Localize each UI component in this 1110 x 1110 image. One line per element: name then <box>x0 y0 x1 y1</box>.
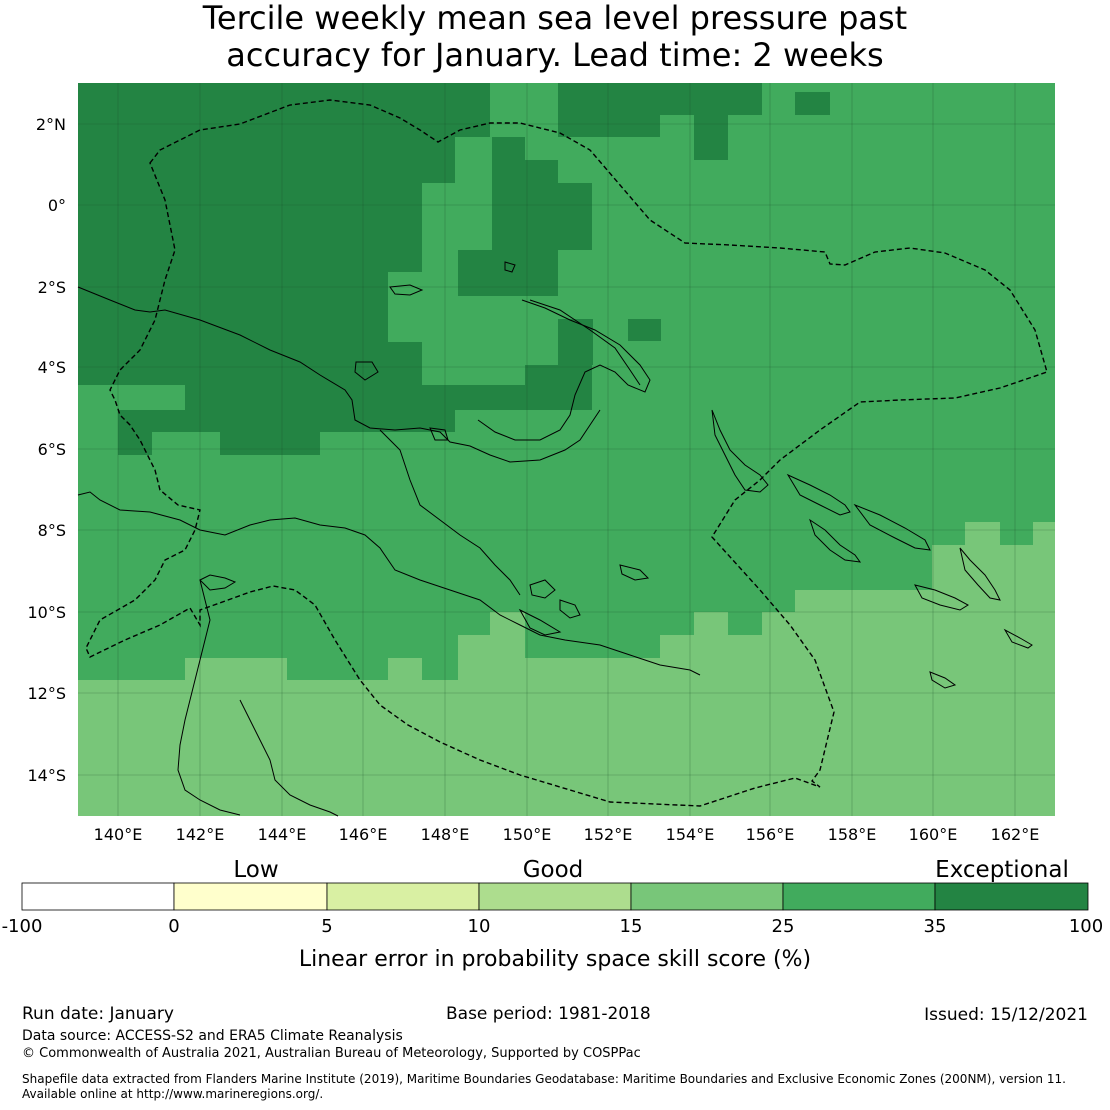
colorbar-tick-5: 5 <box>321 916 332 937</box>
shapefile-citation-2: Available online at http://www.marinereg… <box>22 1087 324 1101</box>
lon-tick-144e: 144°E <box>258 825 307 844</box>
lat-tick-6s: 6°S <box>38 440 66 459</box>
colorbar-tick-15: 15 <box>620 916 643 937</box>
lat-tick-8s: 8°S <box>38 521 66 540</box>
new-guinea-east-peninsula <box>379 429 521 596</box>
colorbar-category-low: Low <box>233 857 278 883</box>
manus <box>389 284 424 296</box>
colorbar-segment-5 <box>630 882 784 911</box>
colorbar-segment-1 <box>21 882 175 911</box>
good-mid-region-south <box>78 522 1055 816</box>
lon-tick-140e: 140°E <box>94 825 143 844</box>
coastlines <box>77 261 1033 817</box>
colorbar-tick-minus-100: -100 <box>2 916 43 937</box>
lat-tick-4s: 4°S <box>38 358 66 377</box>
shapefile-citation-1: Shapefile data extracted from Flanders M… <box>22 1072 1066 1086</box>
colorbar-tick-10: 10 <box>468 916 491 937</box>
title-line-1: Tercile weekly mean sea level pressure p… <box>202 0 908 37</box>
colorbar-tick-100: 100 <box>1069 916 1103 937</box>
lat-tick-12s: 12°S <box>27 684 66 703</box>
lat-tick-14s: 14°S <box>27 766 66 785</box>
base-period: Base period: 1981-2018 <box>446 1004 651 1024</box>
umboi <box>354 361 379 381</box>
lon-tick-154e: 154°E <box>666 825 715 844</box>
lon-tick-158e: 158°E <box>828 825 877 844</box>
new-hanover <box>504 261 516 273</box>
exceptional-cell-small <box>628 319 661 341</box>
exceptional-region-nw <box>78 83 592 455</box>
lon-tick-146e: 146°E <box>339 825 388 844</box>
islands-east-tip <box>559 599 581 619</box>
copyright: © Commonwealth of Australia 2021, Austra… <box>22 1046 641 1061</box>
makira <box>959 547 1001 601</box>
solomon-islands-c <box>809 518 862 563</box>
torres-strait <box>199 574 237 591</box>
rennell <box>929 671 957 689</box>
colorbar-tick-labels: -100 0 5 10 15 25 35 100 <box>2 916 1104 937</box>
solomon-islands-b <box>853 503 931 551</box>
new-britain <box>477 299 651 441</box>
cape-york <box>177 579 241 816</box>
colorbar-segment-4 <box>478 882 632 911</box>
colorbar-category-exceptional: Exceptional <box>935 857 1069 883</box>
colorbar-tick-35: 35 <box>924 916 947 937</box>
colorbar-tick-25: 25 <box>772 916 795 937</box>
colorbar-category-good: Good <box>523 857 584 883</box>
santa-cruz <box>1003 628 1033 649</box>
exceptional-region-central <box>458 137 592 296</box>
colorbar: Low Good Exceptional -100 0 5 10 15 25 3… <box>2 857 1104 972</box>
lon-tick-162e: 162°E <box>991 825 1040 844</box>
colorbar-segment-7 <box>934 882 1089 911</box>
lon-tick-labels: 140°E 142°E 144°E 146°E 148°E 150°E 152°… <box>94 825 1040 844</box>
colorbar-segment-3 <box>326 882 480 911</box>
colorbar-tick-0: 0 <box>168 916 179 937</box>
lon-tick-148e: 148°E <box>421 825 470 844</box>
lat-tick-labels: 2°N 0° 2°S 4°S 6°S 8°S 10°S 12°S 14°S <box>27 115 66 785</box>
title-line-2: accuracy for January. Lead time: 2 weeks <box>226 36 884 74</box>
new-guinea-north-coast <box>77 286 601 463</box>
lat-tick-10s: 10°S <box>27 603 66 622</box>
colorbar-segment-2 <box>173 882 328 911</box>
woodlark <box>529 579 556 599</box>
louisiade-archipelago <box>619 564 650 581</box>
guadalcanal <box>914 584 969 611</box>
new-guinea-south-coast <box>77 491 701 676</box>
lon-tick-150e: 150°E <box>503 825 552 844</box>
exceptional-cell-mid <box>558 319 593 365</box>
bougainville <box>711 409 769 493</box>
lat-tick-0: 0° <box>48 196 66 215</box>
colorbar-title: Linear error in probability space skill … <box>299 947 811 972</box>
grid-lines <box>78 83 1055 816</box>
new-ireland <box>529 299 641 386</box>
lon-tick-142e: 142°E <box>176 825 225 844</box>
lon-tick-156e: 156°E <box>746 825 795 844</box>
eez-boundary <box>85 99 1048 807</box>
trobriand <box>518 608 562 636</box>
data-source: Data source: ACCESS-S2 and ERA5 Climate … <box>22 1028 403 1044</box>
exceptional-cell-ne <box>795 92 830 115</box>
lat-tick-2s: 2°S <box>38 278 66 297</box>
lat-tick-2n: 2°N <box>36 115 66 134</box>
lon-tick-152e: 152°E <box>584 825 633 844</box>
run-date: Run date: January <box>22 1004 174 1024</box>
issued-date: Issued: 15/12/2021 <box>924 1005 1088 1025</box>
colorbar-segment-6 <box>782 882 936 911</box>
exceptional-region-north <box>558 83 762 160</box>
solomon-islands-a <box>786 473 851 516</box>
lon-tick-160e: 160°E <box>909 825 958 844</box>
map-area: 2°N 0° 2°S 4°S 6°S 8°S 10°S 12°S 14°S 14… <box>27 83 1055 844</box>
long-island <box>429 427 449 441</box>
cape-york-east <box>239 699 339 817</box>
